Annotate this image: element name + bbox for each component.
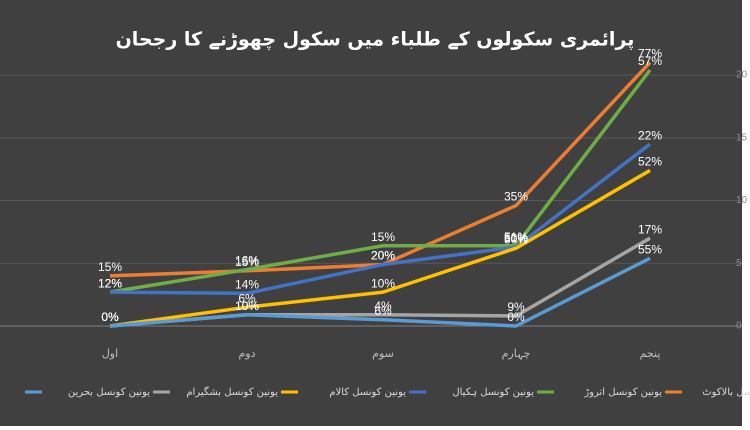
legend-label: یونین کونسل بحرین xyxy=(68,387,150,398)
x-tick-label: پنجم xyxy=(640,347,661,360)
legend-label: یونین کونسل بشگیرام xyxy=(186,386,278,398)
legend-label: یونین کونسل بالاکوٹ xyxy=(702,387,750,398)
y-tick-label: 10 xyxy=(736,195,748,206)
data-label: 14% xyxy=(235,278,259,292)
data-label: 10% xyxy=(235,299,259,313)
data-label: 9% xyxy=(507,300,525,314)
data-label: 16% xyxy=(235,254,259,268)
data-label: 51% xyxy=(504,230,528,244)
chart-title: پرائمری سکولوں کے طلباء میں سکول چھوڑنے … xyxy=(116,29,635,51)
data-label: 15% xyxy=(371,230,395,244)
data-label: 0% xyxy=(101,310,119,324)
data-label: 0% xyxy=(507,310,525,324)
legend-label: یونین کونسل کالام xyxy=(329,387,406,398)
y-tick-label: 20 xyxy=(736,70,748,81)
y-tick-label: 5 xyxy=(736,258,742,269)
data-label: 35% xyxy=(504,190,528,204)
series-line xyxy=(109,168,651,328)
x-tick-label: دوم xyxy=(238,347,255,360)
data-label: 15% xyxy=(98,260,122,274)
data-label: 10% xyxy=(371,276,395,290)
data-label: 20% xyxy=(371,249,395,263)
data-label: 0% xyxy=(101,310,119,324)
series-line xyxy=(109,142,652,296)
y-tick-label: 15 xyxy=(736,132,748,143)
data-label: 15% xyxy=(235,255,259,269)
x-tick-label: اول xyxy=(102,347,118,360)
y-tick-label: 0 xyxy=(736,321,742,332)
data-label: 10% xyxy=(235,299,259,313)
data-label: 6% xyxy=(238,291,256,305)
data-label: 4% xyxy=(374,299,392,313)
x-tick-label: سوم xyxy=(372,347,394,360)
series-line xyxy=(109,69,652,294)
data-label: 12% xyxy=(98,276,122,290)
series-line xyxy=(109,256,651,328)
data-label: 12% xyxy=(98,276,122,290)
legend-label: یونین کونسل ہکیال xyxy=(452,387,534,398)
data-label: 6% xyxy=(374,304,392,318)
legend-label: یونین کونسل اتروڑ xyxy=(583,387,662,398)
data-label: 0% xyxy=(101,310,119,324)
data-label: 52% xyxy=(638,155,662,169)
data-label: 50% xyxy=(504,232,528,246)
data-label: 55% xyxy=(638,242,662,256)
data-label: 22% xyxy=(638,128,662,142)
x-tick-label: چہارم xyxy=(502,347,531,360)
data-label: 17% xyxy=(638,222,662,236)
data-label: 77% xyxy=(638,47,662,61)
data-label: 20% xyxy=(371,249,395,263)
data-label: 57% xyxy=(638,54,662,68)
data-label: 50% xyxy=(504,231,528,245)
